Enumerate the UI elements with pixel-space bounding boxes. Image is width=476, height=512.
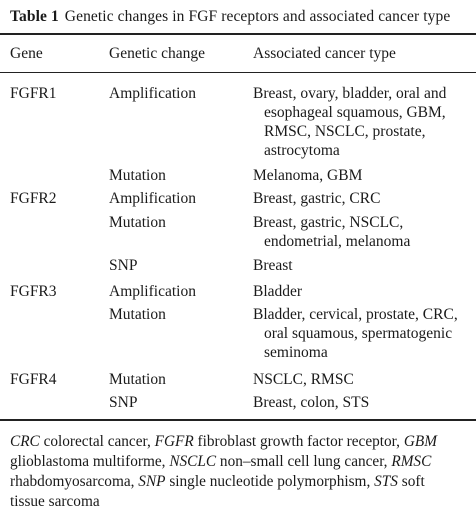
table-caption-label: Table 1 [10,8,59,25]
cell-gene: FGFR2 [10,190,57,207]
table-header-rule [0,72,476,73]
cell-cancer-type: oral squamous, spermatogenic [264,325,453,342]
cell-cancer-type: Bladder [253,283,303,300]
footnote-line: tissue sarcoma [10,492,468,512]
cell-cancer-type: Breast, gastric, CRC [253,190,381,207]
footnote-definition: colorectal cancer, [39,433,155,450]
footnote-abbreviation: FGFR [154,433,194,450]
footnote-line: rhabdomyosarcoma, SNP single nucleotide … [10,472,468,492]
cell-genetic-change: Amplification [109,190,196,207]
footnote-abbreviation: RMSC [391,453,432,470]
cell-cancer-type: Breast [253,257,293,274]
footnote-definition: soft [397,473,425,490]
cell-cancer-type: Melanoma, GBM [253,167,363,184]
column-header-genetic-change: Genetic change [109,45,205,62]
cell-genetic-change: SNP [109,257,138,274]
table-bottom-rule [0,419,476,421]
footnote-line: CRC colorectal cancer, FGFR fibroblast g… [10,432,468,452]
footnote-abbreviation: NSCLC [169,453,217,470]
footnote-abbreviation: STS [374,473,398,490]
table-caption-text: Genetic changes in FGF receptors and ass… [64,8,451,25]
table-footnote: CRC colorectal cancer, FGFR fibroblast g… [10,432,468,512]
table-caption: Table 1 Genetic changes in FGF receptors … [10,8,450,26]
cell-genetic-change: Mutation [109,371,166,388]
cell-genetic-change: Amplification [109,85,196,102]
table-top-rule [0,33,476,35]
footnote-definition: glioblastoma multiforme, [10,453,170,470]
footnote-definition: fibroblast growth factor receptor, [193,433,404,450]
column-header-cancer-type: Associated cancer type [253,45,396,62]
cell-genetic-change: Mutation [109,214,166,231]
cell-cancer-type: NSCLC, RMSC [253,371,354,388]
footnote-abbreviation: GBM [403,433,437,450]
cell-gene: FGFR3 [10,283,57,300]
footnote-definition: tissue sarcoma [10,493,100,510]
cell-cancer-type: Breast, ovary, bladder, oral and [253,85,447,102]
cell-gene: FGFR4 [10,371,57,388]
cell-cancer-type: astrocytoma [264,142,340,159]
cell-cancer-type: Breast, gastric, NSCLC, [253,214,404,231]
cell-genetic-change: Amplification [109,283,196,300]
cell-cancer-type: esophageal squamous, GBM, [264,104,446,121]
footnote-abbreviation: SNP [138,473,166,490]
footnote-definition: non–small cell lung cancer, [216,453,392,470]
cell-genetic-change: SNP [109,394,138,411]
cell-cancer-type: RMSC, NSCLC, prostate, [264,123,426,140]
cell-cancer-type: seminoma [264,344,328,361]
cell-gene: FGFR1 [10,85,57,102]
cell-genetic-change: Mutation [109,167,166,184]
footnote-definition: single nucleotide polymorphism, [165,473,375,490]
cell-cancer-type: Breast, colon, STS [253,394,370,411]
cell-cancer-type: endometrial, melanoma [264,233,411,250]
column-header-gene: Gene [10,45,43,62]
footnote-abbreviation: CRC [10,433,40,450]
footnote-definition: rhabdomyosarcoma, [10,473,139,490]
cell-genetic-change: Mutation [109,306,166,323]
cell-cancer-type: Bladder, cervical, prostate, CRC, [253,306,458,323]
footnote-line: glioblastoma multiforme, NSCLC non–small… [10,452,468,472]
